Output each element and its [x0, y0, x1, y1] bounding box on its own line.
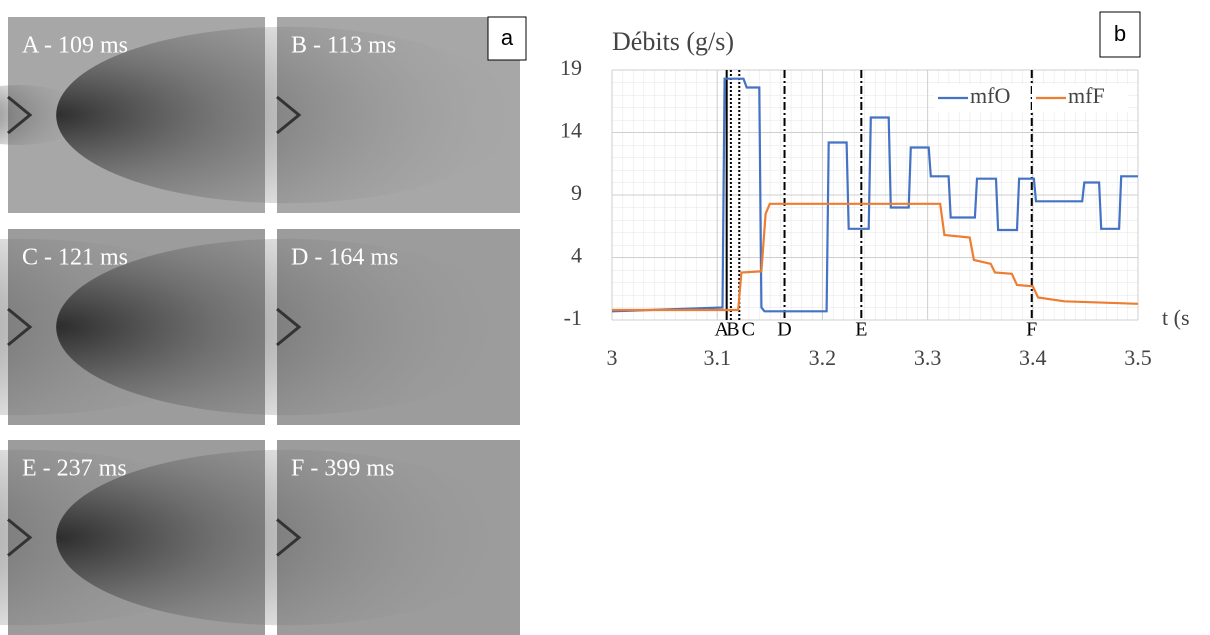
- panel-label: b: [1114, 21, 1126, 46]
- photo-caption: D - 164 ms: [291, 245, 398, 271]
- x-axis-label: t (s: [1162, 305, 1190, 330]
- y-tick-label: -1: [564, 305, 582, 330]
- panel-label: a: [501, 25, 514, 50]
- panel-box: [1099, 11, 1141, 58]
- photo: B - 113 ms: [56, 17, 520, 213]
- nozzle: [7, 518, 33, 557]
- x-tick-label: 3.1: [703, 345, 731, 370]
- nozzle: [276, 95, 302, 135]
- x-tick-label: 3.3: [914, 345, 942, 370]
- y-tick-label: 19: [560, 55, 582, 80]
- x-tick-label: 3: [607, 345, 618, 370]
- spray: [56, 26, 518, 204]
- x-tick-label: 3.2: [809, 345, 837, 370]
- photo-caption: E - 237 ms: [22, 456, 127, 482]
- photo: F - 399 ms: [56, 440, 520, 635]
- panel-box: [487, 16, 527, 61]
- nozzle: [276, 518, 302, 557]
- photo: D - 164 ms: [56, 229, 520, 425]
- legend-label: mfO: [970, 83, 1010, 108]
- x-tick-label: 3.4: [1019, 345, 1047, 370]
- event-label: A: [714, 319, 729, 341]
- photo-caption: B - 113 ms: [291, 33, 396, 59]
- chart-title: Débits (g/s): [612, 27, 734, 56]
- nozzle: [7, 95, 33, 135]
- event-label: B: [726, 319, 739, 341]
- legend-label: mfF: [1068, 83, 1105, 108]
- event-label: F: [1026, 319, 1037, 341]
- photo-caption: A - 109 ms: [22, 33, 128, 59]
- nozzle: [276, 307, 302, 347]
- event-label: D: [777, 319, 791, 341]
- photo-grid: A - 109 ms B - 113 ms C - 121 ms D - 164 ms…: [0, 17, 520, 635]
- series-line: [611, 77, 1138, 313]
- y-tick-label: 4: [571, 243, 582, 268]
- nozzle: [7, 307, 33, 347]
- spray: [56, 238, 518, 416]
- y-tick-label: 9: [571, 180, 582, 205]
- spray: [56, 449, 518, 626]
- y-tick-label: 14: [560, 118, 582, 143]
- photo-caption: F - 399 ms: [291, 456, 394, 482]
- photo-caption: C - 121 ms: [22, 245, 128, 271]
- event-label: C: [742, 319, 755, 341]
- x-tick-label: 3.5: [1124, 345, 1152, 370]
- series-line: [612, 202, 1139, 312]
- event-label: E: [855, 319, 867, 341]
